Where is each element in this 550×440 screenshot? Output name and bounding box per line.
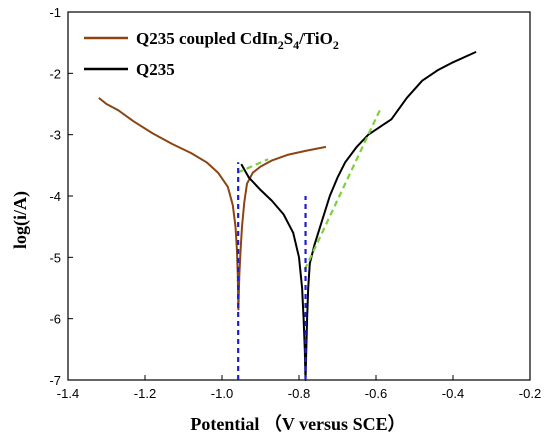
y-tick-label: -4	[49, 189, 61, 204]
x-tick-label: -0.8	[288, 386, 310, 401]
x-tick-label: -0.4	[442, 386, 464, 401]
series-q235-curve	[240, 50, 477, 381]
tafel-extrapolation-line	[236, 158, 269, 174]
x-tick-label: -0.2	[519, 386, 541, 401]
x-tick-label: -0.6	[365, 386, 387, 401]
y-tick-label: -5	[49, 250, 61, 265]
y-tick-label: -6	[49, 312, 61, 327]
guide-lines	[236, 109, 381, 380]
curves	[98, 50, 477, 381]
x-tick-label: -1.2	[134, 386, 156, 401]
axis-ticks: -1.4 -1.2 -1.0 -0.8 -0.6 -0.4 -0.2 -1 -2 -3 -4 -5 -6…	[49, 5, 541, 401]
x-axis-title: Potential （V versus SCE）	[190, 414, 405, 434]
y-tick-label: -3	[49, 128, 61, 143]
series-coupled-curve	[98, 97, 327, 311]
y-axis-title: log(i/A)	[10, 191, 31, 249]
legend: Q235 coupled CdIn2S4/TiO2 Q235	[84, 29, 339, 79]
legend-label-coupled: Q235 coupled CdIn2S4/TiO2	[136, 29, 339, 52]
y-tick-label: -7	[49, 373, 61, 388]
legend-label-q235: Q235	[136, 60, 175, 79]
y-tick-label: -1	[49, 5, 61, 20]
x-tick-label: -1.0	[211, 386, 233, 401]
y-tick-label: -2	[49, 66, 61, 81]
x-tick-label: -1.4	[57, 386, 79, 401]
